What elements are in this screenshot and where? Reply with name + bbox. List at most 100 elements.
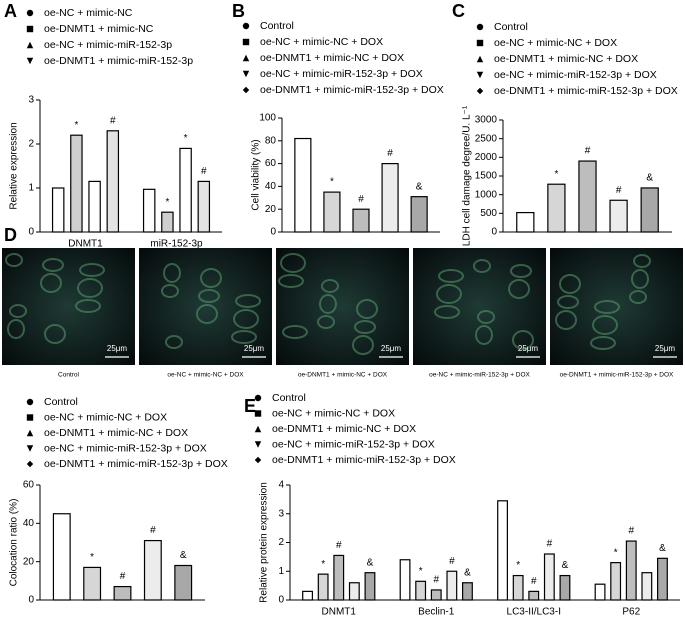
bar [625, 540, 637, 601]
significance-mark: # [336, 540, 342, 551]
cell [555, 310, 577, 330]
significance-mark: * [184, 133, 188, 144]
significance-mark: * [90, 552, 94, 563]
significance-mark: # [616, 185, 622, 196]
cell [434, 305, 460, 319]
micrograph-caption: Control [58, 372, 80, 379]
y-tick-label: 0 [278, 595, 284, 606]
significance-mark: * [516, 560, 520, 571]
cell [592, 315, 618, 335]
bar [333, 554, 345, 601]
bar [83, 566, 102, 601]
y-tick-label: 80 [265, 135, 277, 146]
bar [430, 589, 442, 601]
y-tick-label: 0 [28, 227, 34, 238]
bar [51, 187, 65, 233]
scale-bar-label: 25μm [244, 344, 265, 353]
significance-mark: * [554, 169, 558, 180]
y-tick-label: 3 [28, 95, 34, 106]
bar [70, 134, 83, 233]
legend-label: Control [494, 21, 528, 33]
bar [462, 582, 473, 601]
bar [516, 211, 535, 233]
scale-bar-label: 25μm [107, 344, 128, 353]
x-tick-label: Beclin-1 [418, 607, 455, 618]
micrograph-caption: oe-DNMT1 + mimic-NC + DOX [298, 372, 388, 379]
y-axis-label: Cell viability (%) [251, 139, 262, 210]
bar [543, 553, 555, 601]
cell [163, 263, 181, 283]
cell [477, 310, 495, 324]
chart: C Control oe-NC + mimic-NC + DOX oe-DNMT1 +… [452, 1, 678, 246]
bar [399, 559, 411, 601]
y-tick-label: 1 [28, 183, 34, 194]
y-tick-label: 20 [265, 204, 277, 215]
cell [321, 279, 339, 293]
legend-symbol [254, 456, 262, 464]
cell [278, 274, 304, 288]
micrograph-caption: oe-DNMT1 + mimic-miR-152-3p + DOX [560, 372, 674, 379]
bar [88, 180, 101, 233]
significance-mark: # [120, 571, 126, 582]
significance-mark: * [165, 197, 169, 208]
legend-symbol [26, 445, 34, 452]
bar [594, 583, 606, 601]
y-tick-label: 3 [278, 508, 284, 519]
x-tick-label: LC3-II/LC3-I [507, 607, 561, 618]
bar [381, 163, 399, 233]
cell [633, 254, 651, 268]
bar [142, 188, 156, 233]
bar [578, 160, 597, 233]
x-tick-label: P62 [622, 607, 640, 618]
y-tick-label: 60 [23, 480, 35, 491]
cell [352, 335, 374, 355]
cell [557, 295, 579, 309]
legend-symbol [476, 71, 484, 79]
bar [512, 574, 524, 601]
significance-mark: # [150, 525, 156, 536]
cell [40, 273, 62, 293]
significance-mark: # [531, 576, 537, 587]
panel-label: B [232, 1, 245, 21]
legend-label: oe-NC + mimic-NC + DOX [494, 37, 617, 49]
scale-bar-label: 25μm [381, 344, 402, 353]
micrograph [276, 248, 409, 365]
legend-label: Control [260, 20, 294, 32]
bar [641, 572, 653, 601]
significance-mark: & [464, 567, 471, 578]
cell [231, 330, 257, 344]
panel-label: C [452, 1, 465, 21]
legend-label: oe-NC + mimic-NC + DOX [44, 411, 167, 423]
x-tick-label: miR-152-3p [150, 239, 203, 250]
y-tick-label: 40 [265, 181, 277, 192]
cell [559, 274, 581, 294]
significance-mark: # [449, 556, 455, 567]
legend-label: Control [272, 392, 306, 404]
cell [473, 259, 491, 273]
significance-mark: # [358, 194, 364, 205]
cell [475, 325, 493, 345]
micrograph [413, 248, 546, 365]
bar [610, 562, 622, 601]
significance-mark: & [646, 173, 653, 184]
y-tick-label: 2 [28, 139, 34, 150]
y-tick-label: 500 [480, 208, 497, 219]
significance-mark: # [433, 575, 439, 586]
bar [52, 513, 71, 601]
bar [317, 573, 329, 601]
bar [106, 130, 120, 233]
bar [294, 137, 312, 233]
significance-mark: * [74, 120, 78, 131]
cell [590, 336, 616, 350]
legend-symbol [242, 54, 250, 62]
y-tick-label: 2 [278, 537, 284, 548]
y-tick-label: 1 [278, 566, 284, 577]
bar [609, 199, 628, 233]
cell [44, 324, 66, 344]
cell [354, 320, 376, 334]
cell [508, 279, 530, 299]
cell [7, 319, 25, 339]
cell [233, 309, 259, 329]
significance-mark: # [585, 146, 591, 157]
